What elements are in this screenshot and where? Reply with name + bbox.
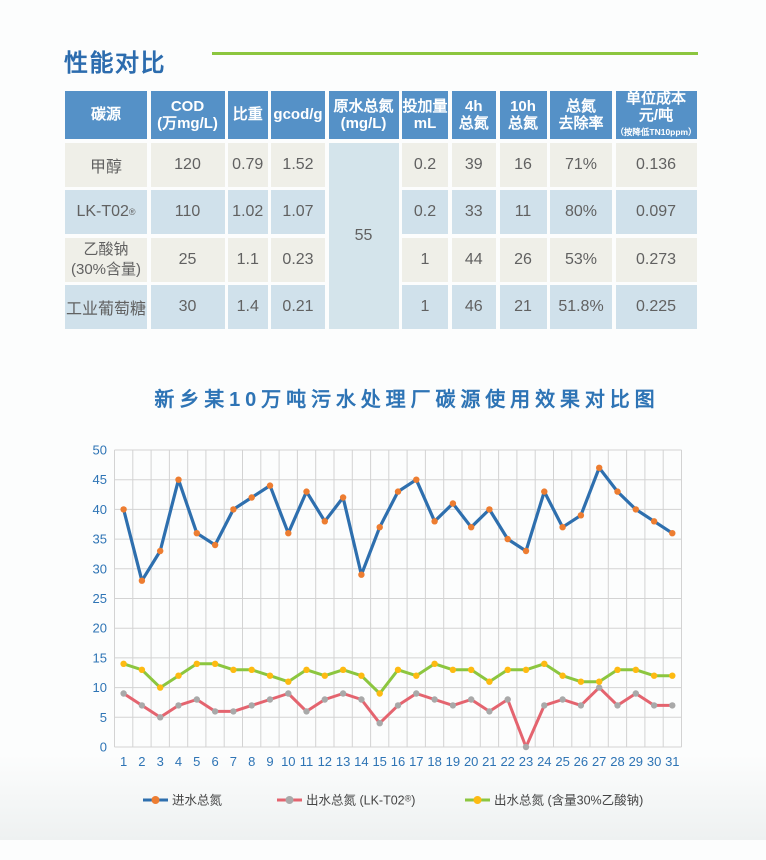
svg-text:19: 19 [446, 754, 460, 769]
svg-text:6: 6 [211, 754, 218, 769]
svg-text:1: 1 [120, 754, 127, 769]
svg-text:27: 27 [592, 754, 606, 769]
svg-text:50: 50 [93, 443, 107, 458]
svg-text:5: 5 [193, 754, 200, 769]
svg-text:12: 12 [318, 754, 332, 769]
svg-text:进水总氮: 进水总氮 [172, 793, 223, 808]
svg-text:23: 23 [519, 754, 533, 769]
svg-text:15: 15 [93, 650, 107, 665]
svg-text:3: 3 [157, 754, 164, 769]
svg-text:31: 31 [665, 754, 679, 769]
svg-text:30: 30 [93, 561, 107, 576]
svg-text:25: 25 [555, 754, 569, 769]
svg-text:24: 24 [537, 754, 551, 769]
svg-text:20: 20 [93, 621, 107, 636]
svg-text:35: 35 [93, 532, 107, 547]
svg-text:13: 13 [336, 754, 350, 769]
svg-text:11: 11 [300, 754, 314, 769]
svg-text:17: 17 [409, 754, 423, 769]
svg-text:7: 7 [230, 754, 237, 769]
svg-text:出水总氮 (含量30%乙酸钠): 出水总氮 (含量30%乙酸钠) [494, 793, 643, 808]
svg-text:2: 2 [138, 754, 145, 769]
svg-text:28: 28 [610, 754, 624, 769]
svg-text:16: 16 [391, 754, 405, 769]
svg-text:出水总氮 (LK-T02®): 出水总氮 (LK-T02®) [306, 793, 415, 808]
svg-text:22: 22 [500, 754, 514, 769]
svg-text:21: 21 [482, 754, 496, 769]
svg-text:9: 9 [266, 754, 273, 769]
svg-text:20: 20 [464, 754, 478, 769]
svg-text:10: 10 [93, 680, 107, 695]
svg-text:8: 8 [248, 754, 255, 769]
svg-text:45: 45 [93, 472, 107, 487]
svg-text:4: 4 [175, 754, 182, 769]
svg-text:26: 26 [574, 754, 588, 769]
svg-text:10: 10 [281, 754, 295, 769]
svg-text:18: 18 [427, 754, 441, 769]
svg-text:29: 29 [629, 754, 643, 769]
svg-text:30: 30 [647, 754, 661, 769]
svg-text:14: 14 [354, 754, 368, 769]
svg-text:40: 40 [93, 502, 107, 517]
svg-text:25: 25 [93, 591, 107, 606]
svg-text:5: 5 [100, 710, 107, 725]
svg-text:15: 15 [372, 754, 386, 769]
svg-text:0: 0 [100, 740, 107, 755]
